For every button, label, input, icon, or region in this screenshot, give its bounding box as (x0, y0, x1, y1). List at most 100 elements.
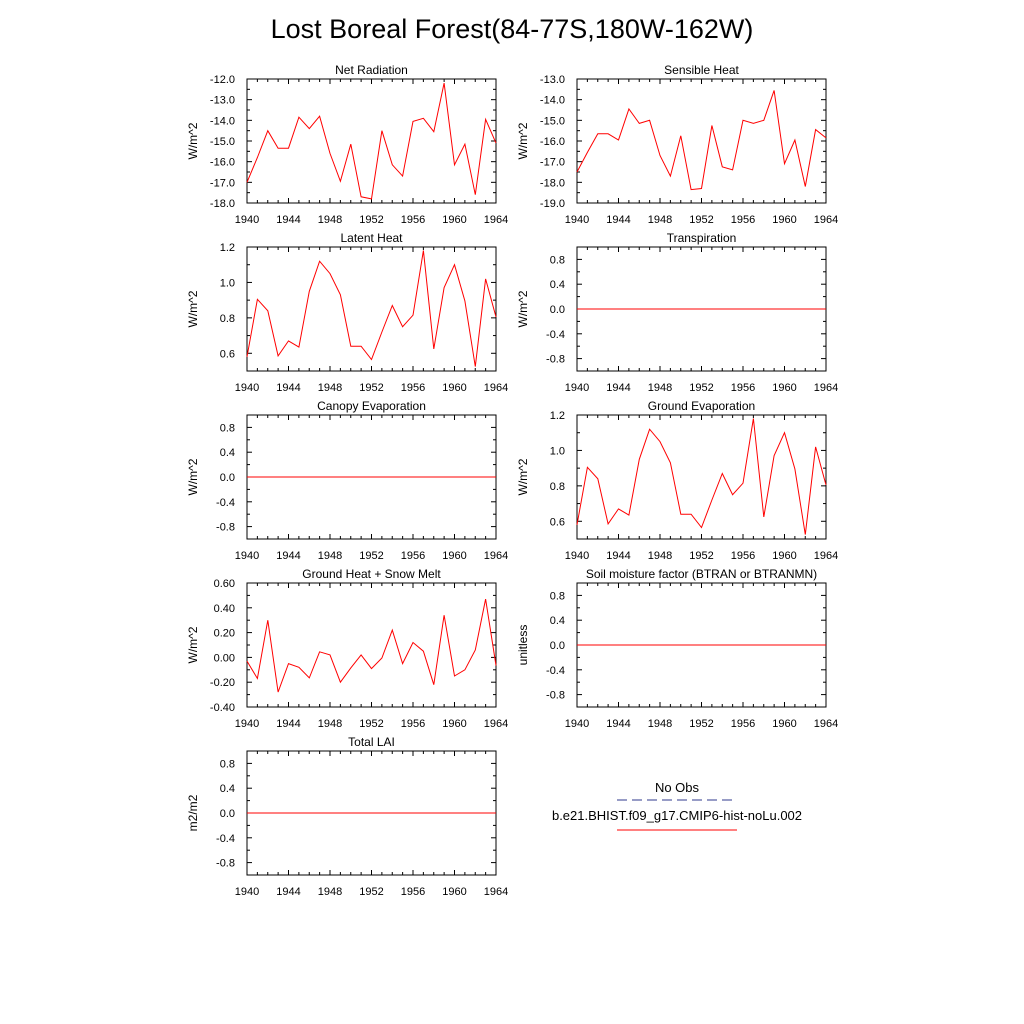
y-tick-label: -13.0 (540, 74, 565, 86)
x-tick-label: 1964 (814, 718, 838, 730)
x-tick-label: 1964 (814, 382, 838, 394)
y-tick-label: 0.0 (550, 304, 565, 316)
x-tick-label: 1944 (606, 214, 630, 226)
series-line (246, 250, 497, 367)
y-tick-label: -0.4 (216, 833, 235, 845)
panel-title: Transpiration (667, 231, 737, 245)
plot-frame (576, 414, 827, 540)
x-tick-label: 1944 (276, 382, 300, 394)
x-tick-label: 1960 (442, 718, 466, 730)
x-tick-label: 1952 (359, 214, 383, 226)
legend-swatch-no-obs (617, 799, 737, 801)
y-tick-label: 0.8 (220, 758, 235, 770)
y-axis-label: W/m^2 (186, 626, 200, 663)
plot-frame (246, 78, 497, 204)
x-tick-label: 1940 (235, 718, 259, 730)
y-tick-label: 0.0 (220, 472, 235, 484)
x-tick-label: 1944 (606, 718, 630, 730)
x-tick-label: 1952 (359, 382, 383, 394)
panel-title: Latent Heat (340, 231, 403, 245)
y-tick-label: 0.8 (550, 481, 565, 493)
y-tick-label: 0.4 (220, 783, 235, 795)
series-line (246, 599, 497, 693)
panel-sensible-heat: Sensible Heat W/m^2 1940 1944 1948 1952 1956 19… (516, 63, 838, 226)
x-tick-label: 1952 (689, 382, 713, 394)
y-tick-label: -14.0 (210, 115, 235, 127)
y-tick-label: 0.40 (214, 603, 235, 615)
y-axis-label: W/m^2 (516, 458, 530, 495)
x-tick-label: 1944 (276, 214, 300, 226)
x-tick-label: 1964 (484, 214, 508, 226)
x-tick-label: 1952 (359, 886, 383, 898)
x-tick-label: 1960 (442, 382, 466, 394)
y-tick-label: -13.0 (210, 95, 235, 107)
y-tick-label: -0.4 (546, 329, 565, 341)
x-tick-label: 1956 (401, 718, 425, 730)
y-tick-label: 0.8 (220, 313, 235, 325)
x-tick-label: 1940 (235, 214, 259, 226)
y-axis-label: W/m^2 (516, 290, 530, 327)
x-tick-label: 1956 (401, 550, 425, 562)
y-tick-label: 0.8 (220, 422, 235, 434)
x-tick-label: 1948 (318, 382, 342, 394)
y-axis-label: W/m^2 (516, 122, 530, 159)
y-tick-label: 0.0 (220, 808, 235, 820)
y-tick-label: 0.00 (214, 652, 235, 664)
panel-total-lai: Total LAI m2/m2 1940 1944 1948 1952 1956 1960 19… (186, 735, 508, 898)
x-tick-label: 1948 (318, 718, 342, 730)
y-tick-label: -16.0 (210, 157, 235, 169)
y-tick-label: 1.2 (550, 410, 565, 422)
x-tick-label: 1948 (318, 214, 342, 226)
y-tick-label: -19.0 (540, 198, 565, 210)
panel-transpiration: Transpiration W/m^2 1940 1944 1948 1952 1956 19… (516, 231, 838, 394)
x-tick-label: 1960 (442, 214, 466, 226)
y-axis-label: unitless (516, 625, 530, 666)
x-tick-label: 1960 (772, 382, 796, 394)
x-tick-label: 1940 (565, 382, 589, 394)
panel-title: Net Radiation (335, 63, 408, 77)
x-tick-label: 1956 (401, 886, 425, 898)
x-tick-label: 1948 (318, 550, 342, 562)
x-tick-label: 1964 (814, 550, 838, 562)
x-tick-label: 1956 (731, 718, 755, 730)
y-tick-label: -16.0 (540, 136, 565, 148)
y-tick-label: -0.4 (216, 497, 235, 509)
x-tick-label: 1960 (442, 550, 466, 562)
plot-frame (576, 78, 827, 204)
panel-title: Canopy Evaporation (317, 399, 426, 413)
page-title: Lost Boreal Forest(84-77S,180W-162W) (270, 14, 754, 44)
y-tick-label: -0.4 (546, 665, 565, 677)
x-tick-label: 1952 (689, 718, 713, 730)
y-tick-label: 1.0 (220, 277, 235, 289)
x-tick-label: 1964 (484, 550, 508, 562)
panel-latent-heat: Latent Heat W/m^2 1940 1944 1948 1952 1956 1960… (186, 231, 508, 394)
y-tick-label: 0.20 (214, 628, 235, 640)
y-axis-label: W/m^2 (186, 122, 200, 159)
y-tick-label: -0.8 (216, 522, 235, 534)
panel-title: Ground Evaporation (648, 399, 755, 413)
y-axis-label: m2/m2 (186, 794, 200, 831)
x-tick-label: 1940 (565, 718, 589, 730)
y-tick-label: -14.0 (540, 95, 565, 107)
panel-title: Soil moisture factor (BTRAN or BTRANMN) (586, 567, 817, 581)
x-tick-label: 1940 (565, 214, 589, 226)
y-tick-label: -18.0 (540, 177, 565, 189)
x-tick-label: 1940 (235, 382, 259, 394)
y-tick-label: 0.6 (220, 348, 235, 360)
series-line (576, 418, 827, 535)
y-tick-label: -15.0 (540, 115, 565, 127)
x-tick-label: 1964 (484, 886, 508, 898)
y-tick-label: -15.0 (210, 136, 235, 148)
y-tick-label: -0.40 (210, 702, 235, 714)
plot-frame (246, 582, 497, 708)
x-tick-label: 1948 (648, 214, 672, 226)
legend-label-no-obs: No Obs (654, 780, 700, 795)
x-tick-label: 1944 (276, 718, 300, 730)
panel-ground-heat-snow-melt: Ground Heat + Snow Melt W/m^2 1940 1944 1948… (186, 567, 508, 730)
x-tick-label: 1956 (401, 214, 425, 226)
y-tick-label: -17.0 (210, 177, 235, 189)
y-tick-label: -0.20 (210, 677, 235, 689)
x-tick-label: 1964 (484, 382, 508, 394)
x-tick-label: 1956 (401, 382, 425, 394)
